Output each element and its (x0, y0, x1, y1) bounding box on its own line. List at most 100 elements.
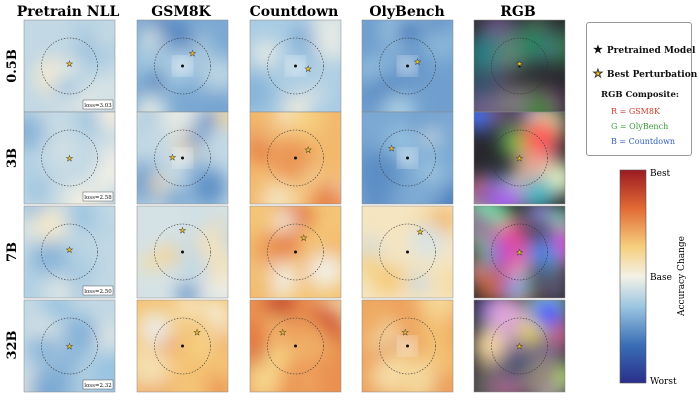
radius-circle (379, 223, 436, 281)
best-perturbation-star: ★ (300, 233, 307, 242)
heat-blob (311, 20, 341, 47)
heat-blob (438, 268, 453, 297)
radius-circle (379, 129, 436, 187)
heatmap-cell: ★ loss=2.58 (23, 111, 116, 205)
heat-blob (138, 26, 164, 52)
best-perturbation-star: ★ (66, 154, 73, 163)
best-perturbation-star: ★ (169, 153, 176, 162)
heat-blob (24, 276, 34, 295)
heat-blob (181, 206, 216, 235)
cell-border (23, 299, 116, 393)
best-perturbation-star: ★ (279, 328, 286, 337)
cell-border (136, 111, 229, 205)
best-perturbation-star: ★ (66, 342, 73, 351)
cell-border (361, 111, 454, 205)
heat-blob (206, 377, 228, 392)
heat-blob (250, 70, 274, 112)
legend-best: ★ Best Perturbation (593, 67, 698, 81)
best-perturbation-star: ★ (414, 57, 421, 66)
heat-blob (531, 300, 564, 329)
heat-blob (177, 283, 199, 298)
heatmap-cell: ★ (473, 111, 566, 205)
heat-blob (272, 209, 295, 232)
radius-circle (267, 129, 324, 187)
legend-r-line: R = GSM8K (611, 107, 660, 116)
heat-blob (495, 85, 534, 112)
heat-blob (362, 182, 393, 204)
heat-blob (375, 52, 399, 76)
legend-pretrained: ★ Pretrained Model (593, 43, 695, 56)
radius-circle (491, 223, 548, 281)
heat-blob (27, 368, 72, 392)
heat-blob (497, 347, 532, 382)
heatmap-cell: ★ (136, 205, 229, 299)
heat-blob (201, 88, 228, 112)
heat-blob (189, 334, 216, 362)
cell-border (249, 111, 342, 205)
heatmap-cell: ★ (361, 19, 454, 113)
best-perturbation-star: ★ (516, 342, 523, 351)
heat-blob (550, 322, 565, 344)
legend-pretrained-label: Pretrained Model (606, 46, 696, 56)
legend-best-label: Best Perturbation (606, 70, 698, 80)
heat-blob (289, 112, 323, 135)
heat-blob (474, 33, 504, 71)
radius-circle (154, 317, 211, 375)
heat-blob (66, 206, 98, 232)
heat-blob (474, 186, 492, 204)
heat-blob (250, 321, 271, 351)
heat-blob (95, 220, 114, 238)
heat-blob (502, 242, 529, 270)
pretrained-point (181, 344, 184, 348)
pretrained-point (406, 64, 409, 68)
heat-blob (522, 119, 560, 157)
pretrained-point (406, 156, 409, 160)
heat-blob (474, 206, 497, 245)
colorbar-top-label: Best (650, 169, 671, 179)
heat-blob (26, 334, 60, 367)
heat-blob (24, 158, 45, 188)
row-label: 32B (5, 330, 20, 359)
cell-border (23, 205, 116, 299)
best-perturbation-star: ★ (402, 328, 409, 337)
heatmap-cell: ★ (361, 205, 454, 299)
heatmap-cell: ★ (136, 111, 229, 205)
loss-label-box (82, 99, 114, 110)
heat-blob (145, 70, 165, 89)
pretrained-point (294, 250, 297, 254)
heat-blob (216, 112, 228, 128)
radius-circle (379, 37, 436, 95)
pretrained-point (406, 250, 409, 254)
row-labels: 0.5B 3B 7B 32B (5, 49, 20, 359)
cell-border (361, 299, 454, 393)
pretrained-point (181, 250, 184, 254)
heat-blob (204, 300, 228, 325)
heat-blob (516, 26, 550, 61)
pretrained-point (181, 64, 184, 68)
heat-blob (96, 112, 115, 131)
black-star-icon: ★ (593, 43, 603, 56)
heat-blob (409, 273, 428, 293)
heat-blob (273, 61, 313, 101)
heat-blob (60, 315, 100, 355)
heat-blob (140, 311, 173, 345)
heatmap-cell: ★ (361, 299, 454, 393)
best-perturbation-star: ★ (66, 246, 73, 255)
column-title: RGB (500, 4, 536, 20)
legend-rgb-title: RGB Composite: (601, 90, 679, 100)
heatmap-cell: ★ (473, 19, 566, 113)
heat-blob (298, 373, 318, 392)
heat-blob (42, 300, 73, 322)
heat-blob (65, 181, 88, 204)
heat-blob (307, 253, 341, 289)
heat-blob (501, 277, 520, 296)
heat-blob (196, 112, 218, 131)
loss-label-box (82, 379, 114, 390)
heatmap-cell: ★ (136, 19, 229, 113)
heat-blob (284, 96, 310, 112)
row-label: 0.5B (5, 49, 20, 83)
heat-blob (362, 57, 381, 81)
gold-star-icon: ★ (593, 67, 603, 81)
heat-blob (149, 175, 167, 193)
